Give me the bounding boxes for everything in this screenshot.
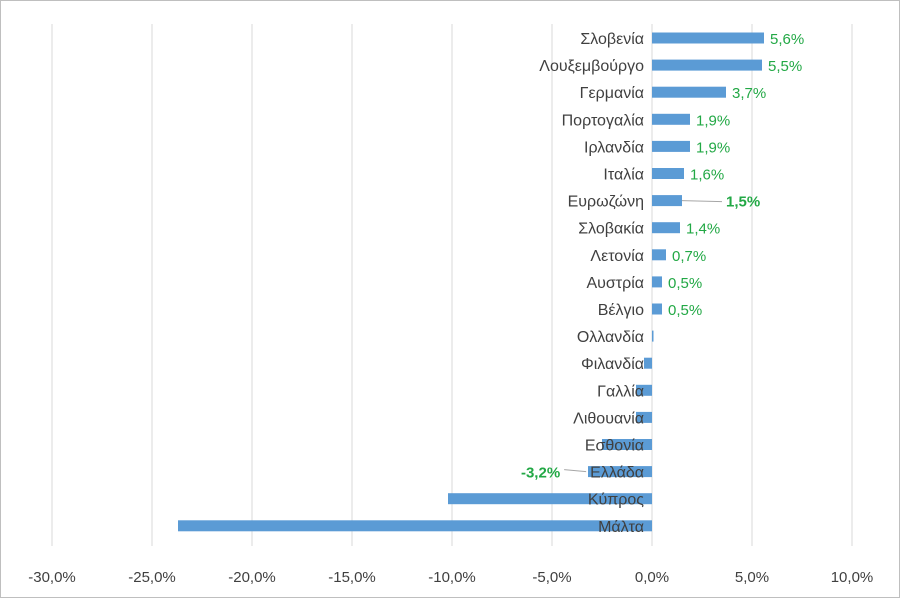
value-label: 1,4%	[686, 221, 720, 238]
category-label: Ολλανδία	[577, 329, 644, 346]
value-label: -3,2%	[521, 465, 560, 482]
leader-line	[564, 469, 587, 473]
x-tick-label: 5,0%	[735, 569, 769, 586]
leader-lines	[564, 200, 723, 473]
value-label: 5,6%	[770, 31, 804, 48]
value-label: 3,7%	[732, 85, 766, 102]
x-tick-label: -15,0%	[328, 569, 376, 586]
value-label: 0,5%	[668, 302, 702, 319]
bar	[448, 493, 652, 505]
x-tick-label: -5,0%	[532, 569, 571, 586]
value-label: 0,7%	[672, 248, 706, 265]
x-tick-label: 10,0%	[831, 569, 874, 586]
category-label: Σλοβακία	[578, 221, 644, 238]
bar	[644, 357, 652, 369]
bar	[588, 466, 652, 478]
category-label: Ελλάδα	[590, 465, 644, 482]
category-label: Λετονία	[590, 248, 644, 265]
category-label: Ιταλία	[603, 167, 644, 184]
category-label: Μάλτα	[598, 519, 644, 536]
bar	[652, 303, 662, 315]
bars	[178, 32, 764, 532]
category-label: Εσθονία	[585, 438, 644, 455]
bar	[652, 113, 690, 125]
value-labels: 5,6%5,5%3,7%1,9%1,9%1,6%1,5%1,4%0,7%0,5%…	[521, 31, 804, 482]
value-label: 1,9%	[696, 139, 730, 156]
value-label: 1,5%	[726, 194, 760, 211]
category-label: Φιλανδία	[581, 356, 644, 373]
bar	[636, 384, 652, 396]
bar	[652, 222, 680, 234]
x-tick-label: -10,0%	[428, 569, 476, 586]
x-tick-label: -25,0%	[128, 569, 176, 586]
grid-lines	[51, 24, 853, 546]
value-label: 1,9%	[696, 112, 730, 129]
category-label: Λιθουανία	[573, 410, 644, 427]
leader-line	[681, 200, 723, 203]
category-label: Σλοβενία	[580, 31, 644, 48]
category-labels: Σλοβενία Λουξεμβούργο Γερμανία Πορτογαλία Ιρ…	[539, 31, 644, 536]
bar	[652, 249, 666, 261]
x-tick-label: 0,0%	[635, 569, 669, 586]
category-label: Γαλλία	[597, 383, 644, 400]
category-label: Βέλγιο	[598, 302, 644, 319]
category-label: Πορτογαλία	[562, 112, 644, 129]
bar	[178, 520, 652, 532]
x-tick-label: -30,0%	[28, 569, 76, 586]
bar	[652, 59, 762, 71]
category-label: Κύπρος	[588, 492, 644, 509]
x-tick-label: -20,0%	[228, 569, 276, 586]
bar	[652, 140, 690, 152]
bar	[602, 439, 652, 450]
category-label: Ευρωζώνη	[568, 194, 644, 211]
category-label: Αυστρία	[586, 275, 644, 292]
bar	[636, 411, 652, 423]
category-label: Γερμανία	[580, 85, 644, 102]
bar	[652, 168, 684, 179]
bar	[652, 86, 726, 98]
category-label: Ιρλανδία	[584, 139, 644, 156]
value-label: 0,5%	[668, 275, 702, 292]
value-label: 5,5%	[768, 58, 802, 75]
x-tick-labels: -30,0% -25,0% -20,0% -15,0% -10,0% -5,0% 0,0% 5…	[28, 569, 873, 586]
bar	[652, 32, 764, 44]
value-label: 1,6%	[690, 167, 724, 184]
category-label: Λουξεμβούργο	[539, 58, 644, 75]
bar	[652, 330, 654, 342]
bar	[652, 195, 682, 207]
bar	[652, 276, 662, 288]
